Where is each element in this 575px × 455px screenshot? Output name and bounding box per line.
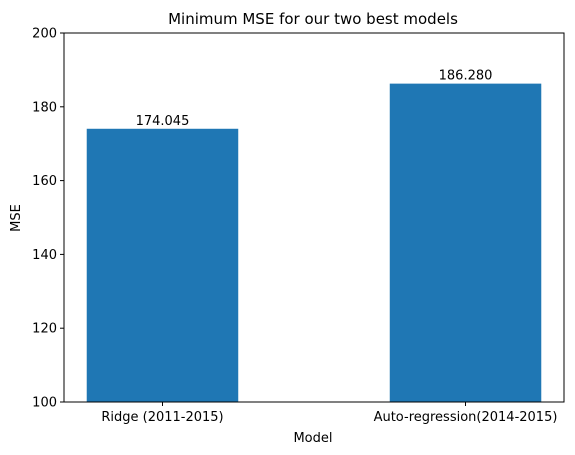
x-tick-label-1: Auto-regression(2014-2015) (374, 410, 558, 425)
bar-value-label-0: 174.045 (136, 114, 190, 129)
chart-title: Minimum MSE for our two best models (168, 10, 458, 28)
x-axis-label: Model (293, 431, 332, 446)
y-tick-label-2: 140 (32, 248, 57, 263)
bar-value-label-1: 186.280 (439, 69, 493, 84)
y-tick-label-5: 200 (32, 27, 57, 42)
plot-area: 174.045 Ridge (2011-2015) 186.280 Auto-regr… (32, 27, 565, 425)
y-tick-label-4: 180 (32, 100, 57, 115)
bar-1 (389, 83, 542, 402)
y-tick-label-3: 160 (32, 174, 57, 189)
y-tick-label-0: 100 (32, 396, 57, 411)
axes-frame (63, 32, 565, 403)
x-tick-label-0: Ridge (2011-2015) (101, 410, 223, 425)
bar-0 (86, 128, 239, 402)
y-tick-label-1: 120 (32, 322, 57, 337)
y-axis-label: MSE (9, 204, 24, 232)
